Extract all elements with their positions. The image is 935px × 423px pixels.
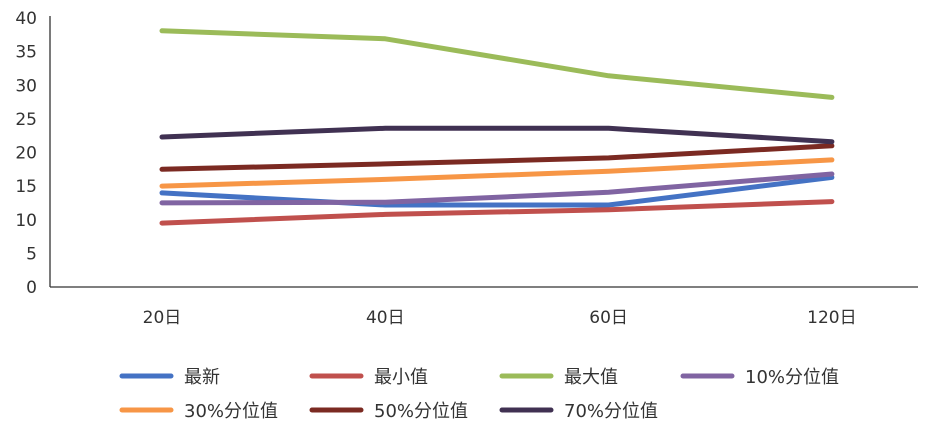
y-tick-label: 5 (26, 244, 37, 264)
y-tick-label: 10 (15, 211, 37, 231)
x-tick-label: 20日 (143, 308, 182, 328)
series-line-5 (159, 157, 835, 189)
series-line-4 (159, 171, 835, 206)
legend-label: 70%分位值 (564, 401, 658, 422)
y-tick-label: 0 (26, 278, 37, 298)
legend-item: 50%分位值 (309, 401, 468, 422)
axes (49, 16, 918, 288)
y-tick-label: 25 (15, 110, 37, 130)
legend: 最新 最小值 最大值 10%分位值 30%分位值 50%分位值 70%分位值 (119, 367, 839, 422)
series-line-6 (159, 143, 835, 172)
legend-label: 最大值 (564, 367, 618, 388)
y-axis-ticks: 0 5 10 15 20 25 30 35 40 (15, 9, 37, 298)
series-line-3 (159, 28, 835, 100)
legend-item: 30%分位值 (119, 401, 278, 422)
x-tick-label: 60日 (589, 308, 628, 328)
y-tick-label: 30 (15, 76, 37, 96)
y-tick-label: 40 (15, 9, 37, 29)
legend-item: 最新 (119, 367, 220, 388)
x-tick-label: 120日 (807, 308, 856, 328)
series-lines (159, 28, 835, 226)
y-tick-label: 35 (15, 43, 37, 63)
legend-label: 最小值 (374, 367, 428, 388)
legend-item: 最小值 (309, 367, 428, 388)
legend-label: 最新 (184, 367, 220, 388)
y-tick-label: 15 (15, 177, 37, 197)
series-line-1 (159, 174, 835, 208)
y-tick-label: 20 (15, 144, 37, 164)
x-tick-label: 40日 (366, 308, 405, 328)
x-axis-ticks: 20日 40日 60日 120日 (143, 308, 857, 328)
legend-item: 最大值 (499, 367, 618, 388)
legend-label: 30%分位值 (184, 401, 278, 422)
legend-label: 10%分位值 (745, 367, 839, 388)
series-line-7 (159, 125, 835, 145)
legend-item: 70%分位值 (499, 401, 658, 422)
legend-item: 10%分位值 (680, 367, 839, 388)
legend-label: 50%分位值 (374, 401, 468, 422)
series-line-2 (159, 199, 835, 226)
